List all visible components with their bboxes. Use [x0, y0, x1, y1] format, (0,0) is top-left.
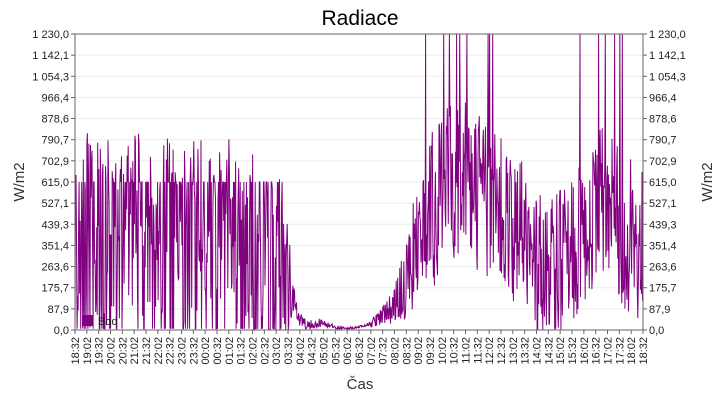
legend-swatch — [82, 315, 93, 326]
x-tick-label: 18:32 — [638, 337, 650, 365]
y-tick-label: 790,7 — [649, 135, 677, 147]
x-tick-label: 15:02 — [555, 337, 567, 365]
x-tick-label: 09:32 — [425, 337, 437, 365]
y-tick-label: 790,7 — [41, 135, 69, 147]
x-tick-label: 07:32 — [378, 337, 390, 365]
y-tick-label: 527,1 — [41, 198, 69, 210]
y-tick-label: 1 054,3 — [32, 71, 69, 83]
y-tick-label: 351,4 — [41, 240, 69, 252]
x-tick-label: 18:02 — [626, 337, 638, 365]
x-tick-label: 11:32 — [472, 337, 484, 364]
x-tick-label: 20:02 — [106, 337, 118, 365]
x-tick-label: 19:32 — [94, 337, 106, 365]
x-tick-label: 17:02 — [603, 337, 615, 365]
x-tick-label: 09:02 — [413, 337, 425, 365]
y-tick-label: 439,3 — [41, 219, 69, 231]
y-tick-label: 527,1 — [649, 198, 677, 210]
x-axis: 18:32 19:02 19:32 20:02 20:32 21:02 21:32 22:02… — [70, 330, 650, 365]
x-tick-label: 06:02 — [342, 337, 354, 365]
x-tick-label: 19:02 — [82, 337, 94, 365]
legend-label: Bod — [98, 316, 118, 328]
x-tick-label: 14:02 — [532, 337, 544, 365]
x-tick-label: 01:32 — [236, 337, 248, 365]
y-tick-label: 1 142,1 — [649, 50, 686, 62]
x-tick-label: 02:32 — [259, 337, 271, 365]
x-tick-label: 02:02 — [248, 337, 260, 365]
y-tick-label: 1 230,0 — [32, 29, 69, 41]
y-tick-label: 0,0 — [649, 325, 664, 337]
x-tick-label: 23:32 — [188, 337, 200, 365]
y-tick-label: 0,0 — [54, 325, 69, 337]
x-tick-label: 20:32 — [117, 337, 129, 365]
y-tick-label: 1 230,0 — [649, 29, 686, 41]
y-axis-right-label: W/m2 — [699, 162, 716, 201]
chart-title: Radiace — [321, 7, 398, 30]
y-tick-label: 263,6 — [649, 262, 677, 274]
y-tick-label: 878,6 — [41, 114, 69, 126]
x-tick-label: 23:02 — [177, 337, 189, 365]
x-tick-label: 11:02 — [461, 337, 473, 364]
x-tick-label: 07:02 — [366, 337, 378, 365]
x-tick-label: 05:02 — [319, 337, 331, 365]
y-tick-label: 966,4 — [649, 92, 677, 104]
x-tick-label: 08:02 — [390, 337, 402, 365]
x-tick-label: 10:32 — [449, 337, 461, 365]
x-tick-label: 21:32 — [141, 337, 153, 365]
y-tick-label: 615,0 — [41, 177, 69, 189]
x-tick-label: 01:02 — [224, 337, 236, 365]
x-tick-label: 10:02 — [437, 337, 449, 365]
y-tick-label: 351,4 — [649, 240, 677, 252]
x-tick-label: 22:32 — [165, 337, 177, 365]
x-axis-label: Čas — [347, 376, 374, 393]
y-tick-label: 87,9 — [649, 304, 670, 316]
x-tick-label: 17:32 — [614, 337, 626, 365]
y-tick-label: 878,6 — [649, 114, 677, 126]
x-tick-label: 04:02 — [295, 337, 307, 365]
x-tick-label: 21:02 — [129, 337, 141, 365]
x-tick-label: 00:02 — [200, 337, 212, 365]
x-tick-label: 15:32 — [567, 337, 579, 365]
x-tick-label: 03:02 — [271, 337, 283, 365]
x-tick-label: 13:02 — [508, 337, 520, 365]
y-tick-label: 175,7 — [41, 283, 69, 295]
x-tick-label: 16:32 — [591, 337, 603, 365]
x-tick-label: 18:32 — [70, 337, 82, 365]
x-tick-label: 05:32 — [330, 337, 342, 365]
y-tick-label: 263,6 — [41, 262, 69, 274]
y-axis-left: 0,0 87,9 175,7 263,6 351,4 439,3 527,1 615,0 702… — [32, 29, 75, 337]
x-tick-label: 13:32 — [520, 337, 532, 365]
y-axis-left-label: W/m2 — [11, 162, 28, 201]
y-tick-label: 702,9 — [649, 156, 677, 168]
y-tick-label: 439,3 — [649, 219, 677, 231]
x-tick-label: 03:32 — [283, 337, 295, 365]
x-tick-label: 16:02 — [579, 337, 591, 365]
x-tick-label: 08:32 — [401, 337, 413, 365]
x-tick-label: 12:32 — [496, 337, 508, 365]
y-tick-label: 87,9 — [48, 304, 69, 316]
x-tick-label: 00:32 — [212, 337, 224, 365]
x-tick-label: 14:32 — [543, 337, 555, 365]
y-axis-right: 0,0 87,9 175,7 263,6 351,4 439,3 527,1 615,0 702… — [643, 29, 686, 337]
x-tick-label: 22:02 — [153, 337, 165, 365]
y-tick-label: 175,7 — [649, 283, 677, 295]
y-tick-label: 1 054,3 — [649, 71, 686, 83]
series-line-bod — [74, 33, 644, 332]
y-tick-label: 1 142,1 — [32, 50, 69, 62]
y-tick-label: 966,4 — [41, 92, 69, 104]
y-tick-label: 615,0 — [649, 177, 677, 189]
x-tick-label: 06:32 — [354, 337, 366, 365]
series-layer — [74, 33, 644, 332]
x-tick-label: 12:02 — [484, 337, 496, 365]
y-tick-label: 702,9 — [41, 156, 69, 168]
legend: Bod — [82, 315, 118, 328]
x-tick-label: 04:32 — [307, 337, 319, 365]
